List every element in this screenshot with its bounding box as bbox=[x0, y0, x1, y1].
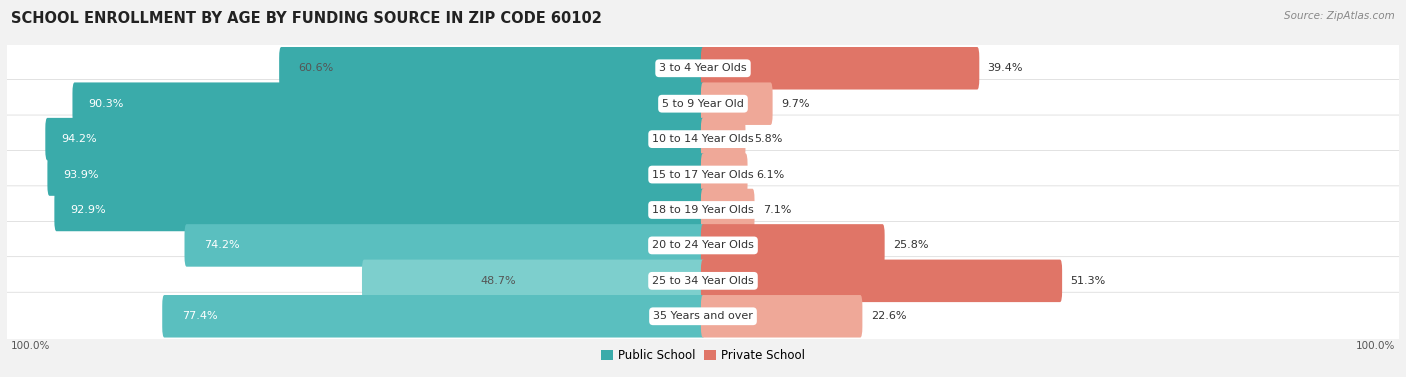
Text: 18 to 19 Year Olds: 18 to 19 Year Olds bbox=[652, 205, 754, 215]
Text: 77.4%: 77.4% bbox=[181, 311, 218, 321]
Text: 25.8%: 25.8% bbox=[893, 241, 928, 250]
Text: 9.7%: 9.7% bbox=[780, 99, 810, 109]
FancyBboxPatch shape bbox=[55, 189, 704, 231]
Text: 90.3%: 90.3% bbox=[89, 99, 124, 109]
FancyBboxPatch shape bbox=[361, 260, 704, 302]
FancyBboxPatch shape bbox=[6, 115, 1400, 163]
Text: 7.1%: 7.1% bbox=[763, 205, 792, 215]
Text: 15 to 17 Year Olds: 15 to 17 Year Olds bbox=[652, 170, 754, 179]
FancyBboxPatch shape bbox=[6, 150, 1400, 199]
Text: 94.2%: 94.2% bbox=[62, 134, 97, 144]
FancyBboxPatch shape bbox=[702, 47, 980, 89]
FancyBboxPatch shape bbox=[6, 257, 1400, 305]
Text: 5 to 9 Year Old: 5 to 9 Year Old bbox=[662, 99, 744, 109]
FancyBboxPatch shape bbox=[6, 44, 1400, 92]
Text: 22.6%: 22.6% bbox=[870, 311, 907, 321]
FancyBboxPatch shape bbox=[702, 118, 745, 160]
Text: 10 to 14 Year Olds: 10 to 14 Year Olds bbox=[652, 134, 754, 144]
Text: 39.4%: 39.4% bbox=[987, 63, 1024, 73]
FancyBboxPatch shape bbox=[702, 153, 748, 196]
FancyBboxPatch shape bbox=[73, 83, 704, 125]
Text: 51.3%: 51.3% bbox=[1070, 276, 1105, 286]
Text: 3 to 4 Year Olds: 3 to 4 Year Olds bbox=[659, 63, 747, 73]
Text: SCHOOL ENROLLMENT BY AGE BY FUNDING SOURCE IN ZIP CODE 60102: SCHOOL ENROLLMENT BY AGE BY FUNDING SOUR… bbox=[11, 11, 602, 26]
FancyBboxPatch shape bbox=[702, 189, 755, 231]
Text: 100.0%: 100.0% bbox=[1355, 341, 1395, 351]
Text: 92.9%: 92.9% bbox=[70, 205, 105, 215]
Text: 93.9%: 93.9% bbox=[63, 170, 98, 179]
Text: 74.2%: 74.2% bbox=[204, 241, 239, 250]
FancyBboxPatch shape bbox=[48, 153, 704, 196]
FancyBboxPatch shape bbox=[162, 295, 704, 337]
FancyBboxPatch shape bbox=[184, 224, 704, 267]
FancyBboxPatch shape bbox=[6, 292, 1400, 340]
FancyBboxPatch shape bbox=[6, 221, 1400, 270]
Text: Source: ZipAtlas.com: Source: ZipAtlas.com bbox=[1284, 11, 1395, 21]
FancyBboxPatch shape bbox=[6, 80, 1400, 128]
Text: 5.8%: 5.8% bbox=[754, 134, 782, 144]
Legend: Public School, Private School: Public School, Private School bbox=[596, 345, 810, 367]
FancyBboxPatch shape bbox=[702, 224, 884, 267]
FancyBboxPatch shape bbox=[702, 295, 862, 337]
FancyBboxPatch shape bbox=[280, 47, 704, 89]
Text: 20 to 24 Year Olds: 20 to 24 Year Olds bbox=[652, 241, 754, 250]
Text: 60.6%: 60.6% bbox=[298, 63, 333, 73]
FancyBboxPatch shape bbox=[702, 83, 773, 125]
FancyBboxPatch shape bbox=[702, 260, 1062, 302]
Text: 100.0%: 100.0% bbox=[11, 341, 51, 351]
Text: 35 Years and over: 35 Years and over bbox=[652, 311, 754, 321]
Text: 48.7%: 48.7% bbox=[481, 276, 516, 286]
FancyBboxPatch shape bbox=[6, 186, 1400, 234]
Text: 6.1%: 6.1% bbox=[756, 170, 785, 179]
Text: 25 to 34 Year Olds: 25 to 34 Year Olds bbox=[652, 276, 754, 286]
FancyBboxPatch shape bbox=[45, 118, 704, 160]
